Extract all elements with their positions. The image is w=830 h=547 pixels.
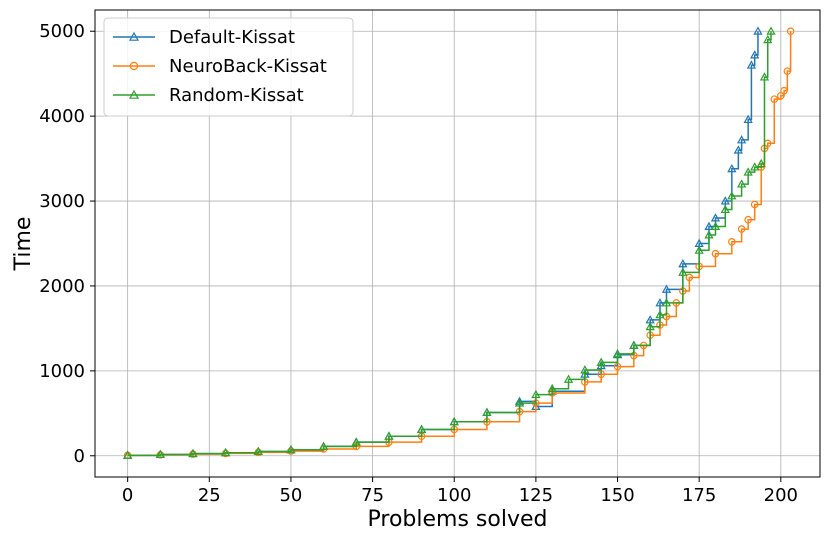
legend-entry: NeuroBack-Kissat	[113, 56, 327, 77]
legend-label: Random-Kissat	[169, 85, 304, 106]
data-point	[580, 365, 590, 374]
data-point	[253, 446, 263, 456]
data-point	[449, 416, 459, 426]
data-point	[744, 215, 752, 224]
grid	[95, 10, 820, 477]
data-point	[710, 221, 721, 230]
data-point	[753, 26, 763, 35]
data-point	[286, 444, 296, 454]
data-point	[704, 230, 714, 239]
data-point	[612, 349, 623, 358]
data-point	[711, 249, 720, 258]
data-point	[318, 441, 329, 450]
legend-entry: Default-Kissat	[113, 27, 295, 48]
data-point	[613, 362, 622, 371]
data-point	[123, 450, 133, 459]
data-point	[155, 449, 165, 458]
data-point	[720, 204, 730, 214]
data-point	[746, 60, 757, 69]
legend-label: NeuroBack-Kissat	[169, 56, 327, 77]
data-point	[597, 370, 605, 379]
data-point	[763, 34, 773, 44]
y-tick-label: 1000	[39, 361, 85, 382]
legend-box	[103, 17, 354, 117]
data-point	[685, 273, 694, 282]
plot-frame	[94, 9, 821, 478]
data-point	[743, 167, 753, 176]
y-tick-label: 3000	[39, 191, 85, 212]
data-point	[737, 225, 746, 233]
data-point	[766, 26, 776, 35]
x-tick-label: 150	[600, 485, 634, 506]
data-point	[756, 158, 766, 168]
data-point	[678, 259, 688, 268]
data-point	[750, 162, 760, 171]
data-point	[727, 191, 737, 200]
data-point	[661, 284, 672, 293]
data-point	[704, 221, 714, 230]
data-point	[661, 298, 672, 307]
y-tick-label: 4000	[39, 106, 85, 127]
data-point	[780, 86, 788, 95]
data-point	[737, 179, 747, 188]
x-tick-label: 200	[764, 485, 798, 506]
x-tick-label: 0	[122, 485, 133, 506]
x-tick-label: 125	[519, 485, 553, 506]
data-point	[759, 72, 770, 81]
data-point	[531, 389, 541, 399]
x-axis-label: Problems solved	[368, 507, 548, 532]
data-point	[482, 407, 492, 416]
data-point	[720, 196, 730, 205]
data-point	[750, 50, 760, 59]
data-point	[655, 298, 665, 307]
y-axis-label: Time	[11, 217, 36, 272]
data-point	[514, 398, 525, 407]
x-tick-label: 175	[682, 485, 716, 506]
data-point	[783, 67, 792, 75]
data-point	[770, 95, 779, 103]
data-point	[629, 340, 639, 349]
x-tick-label: 25	[198, 485, 221, 506]
data-point	[727, 163, 737, 173]
data-point	[710, 213, 721, 222]
data-point	[655, 309, 665, 319]
axis-ticks: 0 25 50 75 100 125 150 175 200010002000300040005…	[39, 21, 798, 506]
series-group	[123, 26, 795, 460]
data-point	[351, 437, 361, 446]
data-point	[596, 357, 606, 366]
data-point	[221, 447, 231, 457]
data-point	[384, 431, 394, 440]
data-point	[750, 200, 759, 209]
data-point	[786, 27, 795, 36]
x-tick-label: 75	[361, 485, 384, 506]
y-tick-label: 2000	[39, 276, 85, 297]
x-tick-label: 100	[437, 485, 471, 506]
legend-marker-circle	[129, 61, 139, 71]
data-point	[733, 145, 743, 154]
data-point	[737, 135, 747, 144]
series-3	[123, 26, 776, 459]
legend: Default-Kissat NeuroBack-Kissat Random-K…	[103, 17, 354, 117]
data-point	[188, 448, 198, 458]
data-point	[743, 114, 753, 124]
data-point	[547, 383, 557, 393]
x-tick-label: 50	[279, 485, 302, 506]
legend-label: Default-Kissat	[169, 27, 295, 48]
data-point	[728, 238, 736, 246]
y-tick-label: 5000	[39, 21, 85, 42]
legend-entry: Random-Kissat	[113, 85, 304, 106]
data-point	[694, 245, 704, 254]
data-point	[416, 424, 427, 433]
data-point	[563, 374, 574, 383]
legend-marker-triangle	[128, 89, 140, 99]
data-point	[678, 267, 688, 276]
legend-marker-triangle	[128, 31, 140, 41]
data-point	[645, 321, 655, 331]
y-tick-label: 0	[74, 446, 85, 467]
